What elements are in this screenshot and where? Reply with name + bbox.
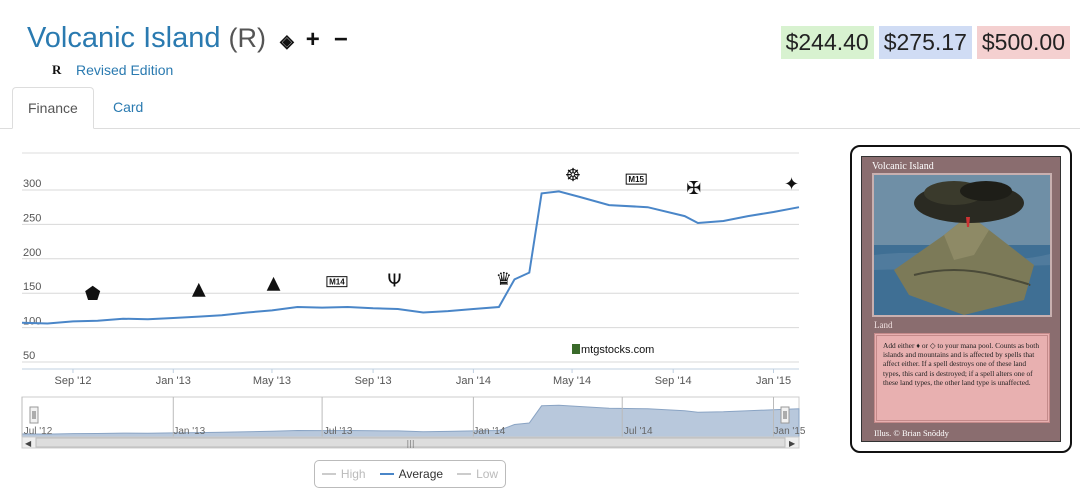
chart-svg: 50 100 150 200 250 300 Sep '12 Jan '13 May '13 Se… [21, 152, 806, 449]
x-tick-label: Sep '14 [655, 375, 692, 387]
set-symbol-icon: R [52, 62, 62, 77]
return-to-ravnica-icon: ⬟ [85, 283, 101, 304]
card-illustrator: Illus. © Brian Snõddy [874, 428, 949, 438]
y-tick-label: 250 [23, 212, 41, 224]
navigator-tick-label: Jul '12 [24, 426, 53, 437]
legend-label-high: High [340, 467, 366, 481]
edition-link[interactable]: Revised Edition [76, 62, 174, 78]
y-tick-label: 200 [23, 247, 41, 259]
navigator-tick-label: Jan '14 [473, 426, 505, 437]
navigator-area [21, 404, 800, 438]
chart-legend: High Average Low [314, 460, 506, 488]
legend-swatch-high [321, 473, 336, 475]
y-tick-label: 50 [23, 350, 35, 362]
edition-row: R Revised Edition [52, 62, 173, 78]
volcano-artwork [874, 175, 1050, 315]
gatecrash-icon: ▲ [192, 279, 206, 300]
watermark-text: mtgstocks.com [581, 344, 654, 356]
m14-icon-box [326, 276, 348, 288]
theros-icon: Ψ [387, 270, 401, 291]
journey-into-nyx-icon: ☸ [565, 165, 581, 186]
legend-item-low[interactable]: Low [457, 467, 498, 481]
card-face: Volcanic Island Land Add either ♦ or ◇ t… [861, 156, 1061, 442]
x-tick-label: Jan '13 [156, 375, 191, 387]
x-tick-label: Sep '12 [54, 375, 91, 387]
card-header: Volcanic Island (R) ◈ + − [27, 22, 348, 55]
card-artwork [872, 173, 1052, 317]
x-tick-label: May '14 [553, 375, 591, 387]
scroll-left-icon: ◀ [25, 439, 32, 448]
m15-icon: M15 [628, 175, 644, 184]
navigator-tick-label: Jul '14 [624, 426, 653, 437]
series-line-average [21, 190, 800, 325]
legend-label-low: Low [476, 467, 499, 481]
dragons-maze-icon: ▲ [267, 272, 281, 293]
y-tick-label: 150 [23, 281, 41, 293]
tab-finance[interactable]: Finance [12, 87, 94, 129]
m14-icon: M14 [329, 278, 345, 287]
navigator-handle-left[interactable] [29, 406, 39, 424]
watermark-logo-icon [572, 344, 580, 354]
y-tick-label: 300 [23, 178, 41, 190]
legend-swatch-average [379, 473, 394, 475]
navigator-tick-label: Jan '13 [173, 426, 205, 437]
legend-label-average: Average [398, 467, 444, 481]
price-chart: 50 100 150 200 250 300 Sep '12 Jan '13 May '13 Se… [0, 140, 820, 495]
y-tick-label: 100 [23, 316, 41, 328]
scroll-right-icon: ▶ [789, 439, 796, 448]
card-type-line: Land [874, 320, 893, 330]
x-tick-label: May '13 [253, 375, 291, 387]
x-tick-label: Jan '14 [456, 375, 491, 387]
low-price-badge: $244.40 [780, 26, 874, 59]
navigator-tick-label: Jul '13 [324, 426, 353, 437]
legend-item-high[interactable]: High [321, 467, 366, 481]
rarity-label: (R) [228, 23, 266, 53]
fate-reforged-icon: ✦ [784, 174, 799, 195]
m15-icon-box [625, 173, 647, 185]
hide-icon[interactable]: ◈ [279, 31, 294, 51]
navigator-tick-label: Jan '15 [774, 426, 806, 437]
legend-item-average[interactable]: Average [379, 467, 444, 481]
price-summary: $244.40 $275.17 $500.00 [780, 26, 1070, 59]
x-tick-label: Jan '15 [756, 375, 791, 387]
card-rules-text: Add either ♦ or ◇ to your mana pool. Cou… [874, 333, 1050, 423]
x-tick-label: Sep '13 [355, 375, 392, 387]
plus-icon[interactable]: + [305, 26, 320, 53]
navigator-handle-right[interactable] [780, 406, 790, 424]
khans-of-tarkir-icon: ✠ [686, 178, 701, 199]
average-price-badge: $275.17 [878, 26, 972, 59]
scrollbar-thumb[interactable] [35, 437, 786, 448]
legend-swatch-low [457, 473, 472, 475]
card-image: Volcanic Island Land Add either ♦ or ◇ t… [850, 145, 1072, 453]
minus-icon[interactable]: − [333, 26, 348, 53]
scrollbar-grip-icon: ||| [406, 439, 414, 448]
tab-card[interactable]: Card [113, 99, 144, 115]
born-of-the-gods-icon: ♛ [496, 269, 512, 290]
card-image-title: Volcanic Island [872, 161, 934, 172]
card-name: Volcanic Island [27, 22, 221, 54]
tab-bar: Finance Card [0, 87, 1080, 129]
high-price-badge: $500.00 [976, 26, 1070, 59]
